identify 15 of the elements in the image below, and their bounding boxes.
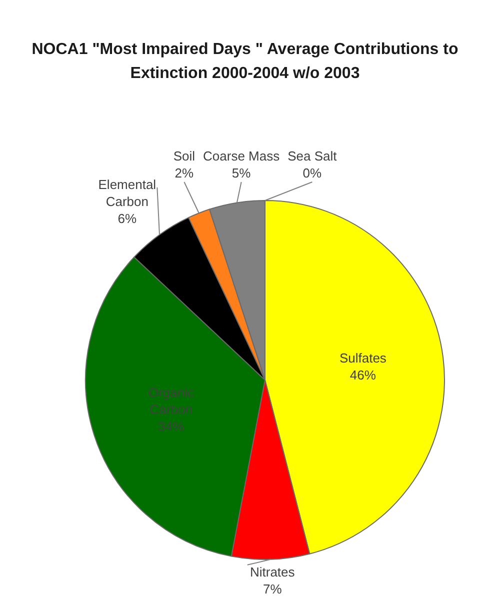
data-label: 5% — [232, 166, 252, 181]
data-label: 7% — [262, 581, 282, 596]
slice-label: Nitrates — [250, 564, 296, 580]
text: 0% — [302, 166, 322, 181]
chart-title: NOCA1 "Most Impaired Days " Average Contributions to Extinction 2000-2004 w/o 2003 — [30, 40, 460, 84]
slice-label: Organic Carbon — [148, 385, 194, 418]
data-label: 6% — [118, 211, 137, 226]
slice-label: Elemental Carbon — [98, 177, 156, 209]
data-label: 46% — [350, 368, 376, 383]
slice-label: Coarse Mass — [203, 148, 280, 164]
data-label: 34% — [158, 419, 185, 434]
slice-label: Sulfates — [339, 350, 387, 366]
category-label: Sea Salt — [288, 148, 337, 164]
data-label: 2% — [174, 166, 194, 181]
slice-label: Soil — [173, 148, 196, 164]
